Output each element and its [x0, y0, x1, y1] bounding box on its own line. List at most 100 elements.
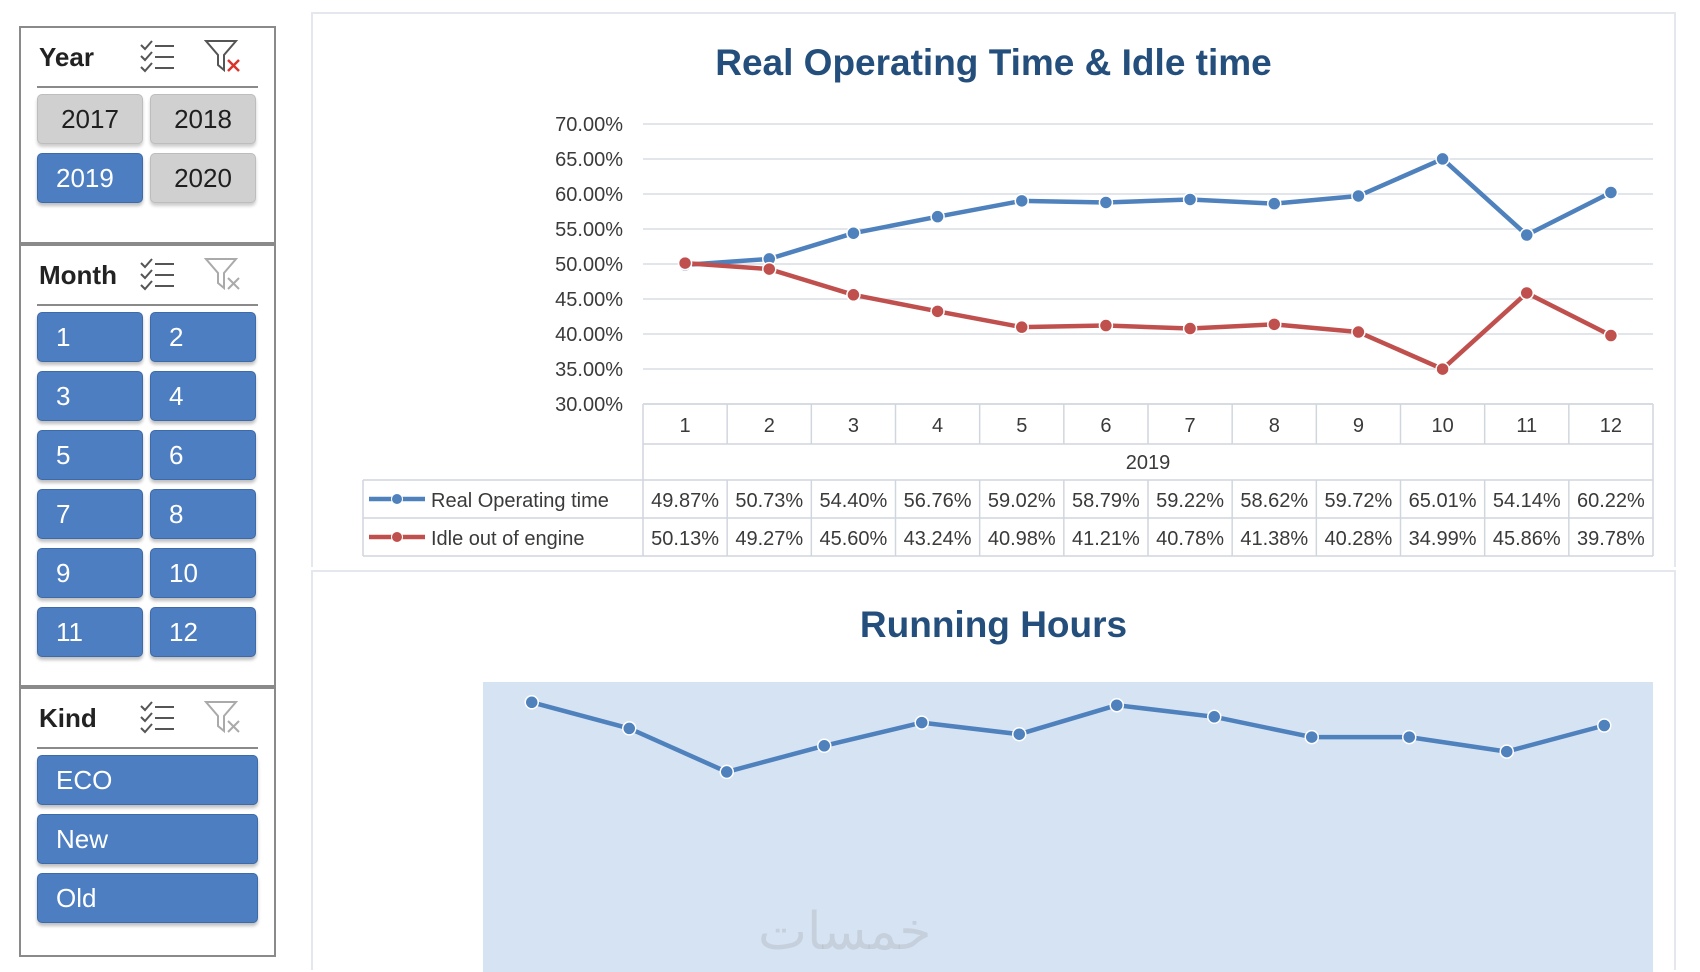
month-button-10[interactable]: 10 — [150, 548, 256, 598]
plot-area — [483, 682, 1653, 972]
legend-label: Real Operating time — [431, 490, 609, 512]
series-line — [684, 156, 1612, 268]
month-button-2[interactable]: 2 — [150, 312, 256, 362]
series-line — [531, 700, 1605, 775]
month-button-12[interactable]: 12 — [150, 607, 256, 657]
table-value: 49.87% — [651, 490, 719, 512]
watermark: خمسات — [758, 902, 932, 962]
x-tick-label: 8 — [1269, 415, 1280, 437]
table-value: 34.99% — [1409, 528, 1477, 550]
data-point — [1207, 709, 1222, 725]
kind-slicer-title: Kind — [39, 703, 97, 733]
table-value: 40.78% — [1156, 528, 1224, 550]
x-tick-label: 4 — [932, 415, 943, 437]
clear-filter-icon[interactable] — [204, 699, 242, 735]
data-point — [1603, 185, 1619, 200]
data-point — [1012, 726, 1027, 742]
month-button-3[interactable]: 3 — [37, 371, 143, 421]
month-button-9[interactable]: 9 — [37, 548, 143, 598]
x-tick-label: 5 — [1016, 415, 1027, 437]
data-point — [1499, 744, 1514, 759]
data-point — [1109, 697, 1124, 713]
x-group-label: 2019 — [1126, 452, 1171, 474]
data-point — [1014, 319, 1029, 335]
data-point — [762, 261, 777, 277]
month-button-4[interactable]: 4 — [150, 371, 256, 421]
data-point — [1098, 195, 1114, 210]
y-tick-label: 40.00% — [555, 324, 623, 346]
table-value: 54.40% — [819, 490, 887, 512]
data-point — [1597, 718, 1612, 733]
series-line — [684, 260, 1612, 372]
table-value: 59.02% — [988, 490, 1056, 512]
chart-title: Running Hours — [859, 604, 1128, 645]
month-button-8[interactable]: 8 — [150, 489, 256, 539]
data-point — [930, 304, 945, 319]
y-tick-label: 65.00% — [555, 149, 623, 171]
data-point — [846, 225, 861, 241]
y-tick-label: 55.00% — [555, 219, 623, 241]
month-button-11[interactable]: 11 — [37, 607, 143, 657]
multi-select-icon[interactable] — [138, 699, 176, 735]
table-value: 58.62% — [1240, 490, 1308, 512]
x-tick-label: 9 — [1353, 415, 1364, 437]
clear-filter-icon[interactable] — [204, 38, 242, 74]
kind-slicer: Kind ECO New Old — [19, 687, 276, 957]
table-value: 49.27% — [735, 528, 803, 550]
year-button-2020[interactable]: 2020 — [150, 153, 256, 203]
x-tick-label: 3 — [848, 415, 859, 437]
data-point — [1519, 227, 1534, 243]
table-value: 50.73% — [735, 490, 803, 512]
month-button-7[interactable]: 7 — [37, 489, 143, 539]
data-point — [524, 695, 539, 710]
operating-idle-line-chart: 70.00% 65.00% 60.00% 55.00% 50.00% 45.00% 40.0… — [362, 114, 1654, 557]
table-value: 39.78% — [1577, 528, 1645, 550]
table-value: 59.72% — [1324, 490, 1392, 512]
kind-button-old[interactable]: Old — [37, 873, 258, 923]
table-value: 40.28% — [1324, 528, 1392, 550]
x-tick-label: 2 — [764, 415, 775, 437]
data-point — [1182, 321, 1198, 336]
table-value: 56.76% — [904, 490, 972, 512]
table-value: 45.60% — [819, 528, 887, 550]
year-slicer: Year 2017 2018 2019 2020 — [19, 26, 276, 244]
multi-select-icon[interactable] — [138, 38, 176, 74]
series-0 — [524, 695, 1612, 780]
clear-filter-icon[interactable] — [204, 256, 242, 292]
table-value: 59.22% — [1156, 490, 1224, 512]
month-button-5[interactable]: 5 — [37, 430, 143, 480]
table-value: 40.98% — [988, 528, 1056, 550]
table-value: 41.38% — [1240, 528, 1308, 550]
y-tick-label: 30.00% — [555, 394, 623, 416]
y-tick-label: 60.00% — [555, 184, 623, 206]
x-tick-label: 10 — [1431, 415, 1453, 437]
table-value: 60.22% — [1577, 490, 1645, 512]
x-tick-label: 7 — [1185, 415, 1196, 437]
running-hours-line-chart — [483, 682, 1653, 972]
multi-select-icon[interactable] — [138, 256, 176, 292]
running-hours-chart-panel: Running Hours خمسات — [311, 570, 1676, 972]
data-point — [914, 715, 929, 730]
month-button-1[interactable]: 1 — [37, 312, 143, 362]
y-tick-label: 35.00% — [555, 359, 623, 381]
data-point — [1098, 318, 1114, 333]
data-point — [1603, 328, 1619, 343]
kind-button-eco[interactable]: ECO — [37, 755, 258, 805]
data-point — [846, 287, 861, 303]
year-slicer-title: Year — [39, 42, 94, 72]
year-button-2018[interactable]: 2018 — [150, 94, 256, 144]
y-tick-label: 70.00% — [555, 114, 623, 136]
month-button-6[interactable]: 6 — [150, 430, 256, 480]
year-button-2019[interactable]: 2019 — [37, 153, 143, 203]
x-tick-label: 12 — [1600, 415, 1622, 437]
legend-key-marker — [391, 531, 403, 543]
plot-area: 70.00% 65.00% 60.00% 55.00% 50.00% 45.00% 40.0… — [555, 114, 1653, 416]
table-value: 43.24% — [904, 528, 972, 550]
table-value: 41.21% — [1072, 528, 1140, 550]
year-button-2017[interactable]: 2017 — [37, 94, 143, 144]
data-point — [930, 209, 945, 224]
y-tick-label: 45.00% — [555, 289, 623, 311]
kind-button-new[interactable]: New — [37, 814, 258, 864]
month-slicer: Month 1 2 3 4 5 6 7 8 9 10 11 12 — [19, 244, 276, 687]
data-point — [677, 255, 693, 271]
